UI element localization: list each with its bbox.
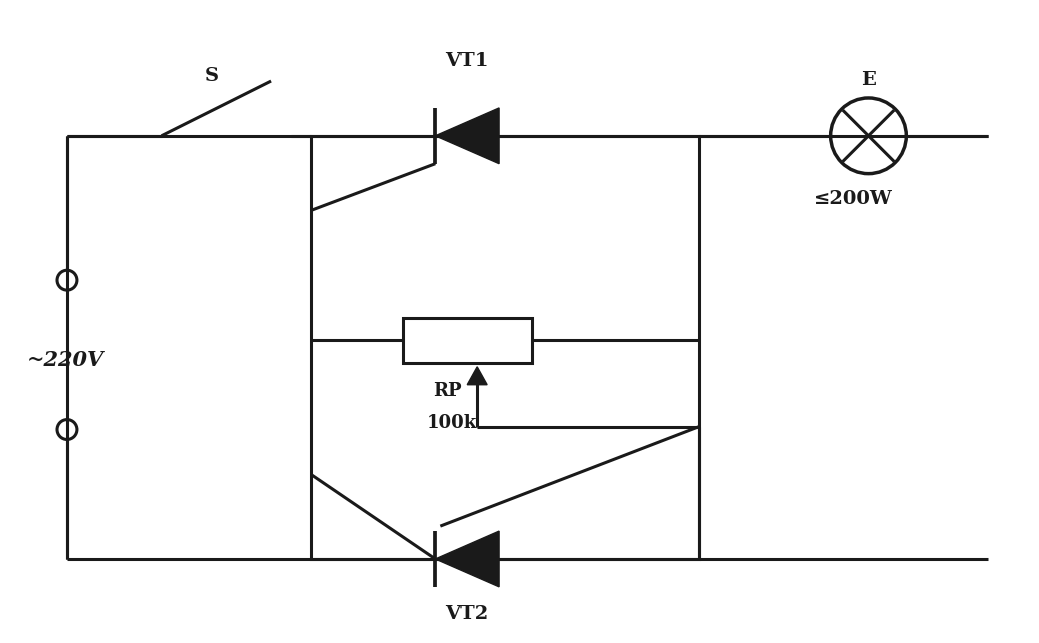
Polygon shape <box>435 531 499 587</box>
Text: VT2: VT2 <box>446 604 489 622</box>
Text: RP: RP <box>433 382 461 400</box>
Text: ~220V: ~220V <box>27 350 104 370</box>
Polygon shape <box>468 367 487 385</box>
Bar <box>311 136 699 559</box>
Text: VT1: VT1 <box>446 52 489 70</box>
Text: ≤200W: ≤200W <box>815 190 893 208</box>
Text: E: E <box>861 71 876 89</box>
Text: S: S <box>205 67 218 85</box>
Bar <box>402 318 532 363</box>
Polygon shape <box>435 108 499 164</box>
Text: 100k: 100k <box>427 413 477 431</box>
